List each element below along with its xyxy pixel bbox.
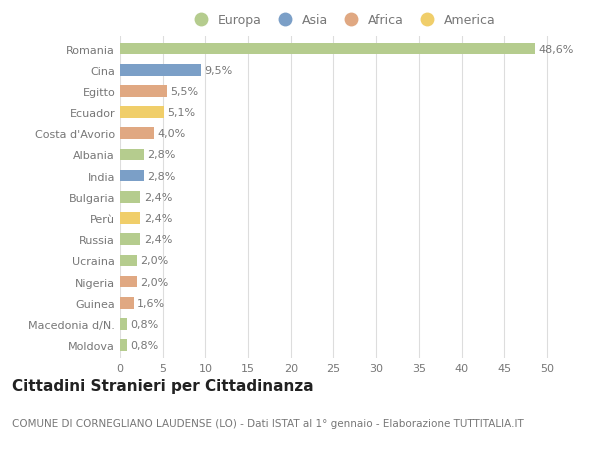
Bar — [120, 255, 137, 267]
Text: 0,8%: 0,8% — [130, 319, 158, 329]
Text: 9,5%: 9,5% — [205, 66, 233, 76]
Text: 2,4%: 2,4% — [144, 235, 172, 245]
Legend: Europa, Asia, Africa, America: Europa, Asia, Africa, America — [188, 14, 496, 27]
Bar — [120, 107, 164, 118]
Bar — [120, 319, 127, 330]
Text: 2,8%: 2,8% — [148, 171, 176, 181]
Text: Cittadini Stranieri per Cittadinanza: Cittadini Stranieri per Cittadinanza — [12, 379, 314, 394]
Text: 5,5%: 5,5% — [170, 87, 199, 97]
Bar — [120, 191, 140, 203]
Text: 0,8%: 0,8% — [130, 340, 158, 350]
Bar — [120, 234, 140, 246]
Bar — [120, 276, 137, 288]
Bar — [120, 44, 535, 55]
Bar — [120, 128, 154, 140]
Bar — [120, 65, 201, 76]
Text: 2,0%: 2,0% — [140, 256, 169, 266]
Text: 2,4%: 2,4% — [144, 192, 172, 202]
Text: 2,4%: 2,4% — [144, 213, 172, 224]
Bar — [120, 86, 167, 97]
Text: 2,0%: 2,0% — [140, 277, 169, 287]
Text: 1,6%: 1,6% — [137, 298, 165, 308]
Bar — [120, 340, 127, 351]
Text: 2,8%: 2,8% — [148, 150, 176, 160]
Bar — [120, 213, 140, 224]
Text: 4,0%: 4,0% — [158, 129, 186, 139]
Text: 48,6%: 48,6% — [538, 45, 574, 55]
Bar — [120, 149, 144, 161]
Text: COMUNE DI CORNEGLIANO LAUDENSE (LO) - Dati ISTAT al 1° gennaio - Elaborazione TU: COMUNE DI CORNEGLIANO LAUDENSE (LO) - Da… — [12, 418, 524, 428]
Bar — [120, 170, 144, 182]
Text: 5,1%: 5,1% — [167, 108, 195, 118]
Bar — [120, 297, 134, 309]
